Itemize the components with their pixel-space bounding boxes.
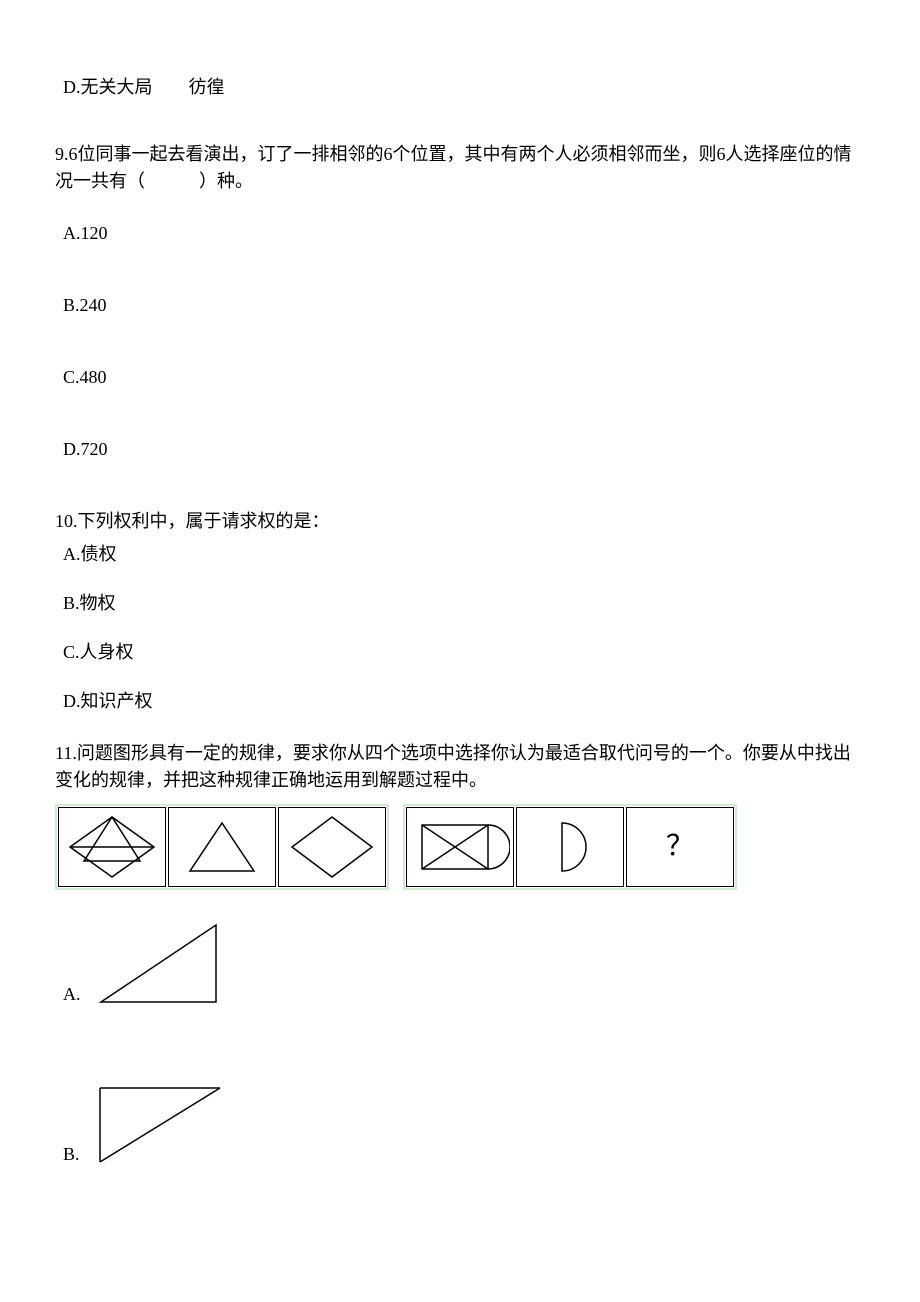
q11-panel-1 [58, 807, 166, 887]
q11-option-b-label: B. [63, 1141, 80, 1170]
q11-right-group: ？ [403, 804, 737, 890]
q10-option-b: B.物权 [55, 590, 865, 617]
q11-left-group [55, 804, 389, 890]
q10-block: 10.下列权利中，属于请求权的是： A.债权 B.物权 C.人身权 D.知识产权 [55, 508, 865, 715]
triangle-icon [172, 811, 272, 883]
q11-figure-row: ？ [55, 804, 865, 890]
question-mark-icon: ？ [666, 826, 694, 868]
q9-stem: 9.6位同事一起去看演出，订了一排相邻的6个位置，其中有两个人必须相邻而坐，则6… [55, 141, 865, 195]
q8-block: D.无关大局 彷徨 [55, 74, 865, 101]
q11-option-a-label: A. [63, 981, 81, 1010]
diamond-triangle-icon [62, 811, 162, 883]
q9-option-d: D.720 [55, 436, 865, 463]
q9-option-b: B.240 [55, 292, 865, 319]
q9-option-c: C.480 [55, 364, 865, 391]
q11-panel-2 [168, 807, 276, 887]
q11-block: 11.问题图形具有一定的规律，要求你从四个选项中选择你认为最适合取代问号的一个。… [55, 740, 865, 1170]
q11-option-b-figure [90, 1080, 230, 1170]
rect-cross-arc-icon [410, 811, 510, 883]
q9-block: 9.6位同事一起去看演出，订了一排相邻的6个位置，其中有两个人必须相邻而坐，则6… [55, 141, 865, 463]
diamond-icon [282, 811, 382, 883]
q11-stem: 11.问题图形具有一定的规律，要求你从四个选项中选择你认为最适合取代问号的一个。… [55, 740, 865, 794]
right-triangle-icon [91, 920, 231, 1010]
q10-option-a: A.债权 [55, 541, 865, 568]
q9-option-a: A.120 [55, 220, 865, 247]
half-lens-icon [520, 811, 620, 883]
q11-panel-3 [278, 807, 386, 887]
q8-option-d: D.无关大局 彷徨 [55, 74, 865, 101]
q10-option-d: D.知识产权 [55, 688, 865, 715]
right-triangle-open-icon [90, 1080, 230, 1170]
q11-panel-5 [516, 807, 624, 887]
q11-option-b: B. [55, 1080, 865, 1170]
q10-option-c: C.人身权 [55, 639, 865, 666]
q11-option-a: A. [55, 920, 865, 1010]
q11-panel-6: ？ [626, 807, 734, 887]
q11-option-a-figure [91, 920, 231, 1010]
q11-panel-4 [406, 807, 514, 887]
q10-stem: 10.下列权利中，属于请求权的是： [55, 508, 865, 535]
